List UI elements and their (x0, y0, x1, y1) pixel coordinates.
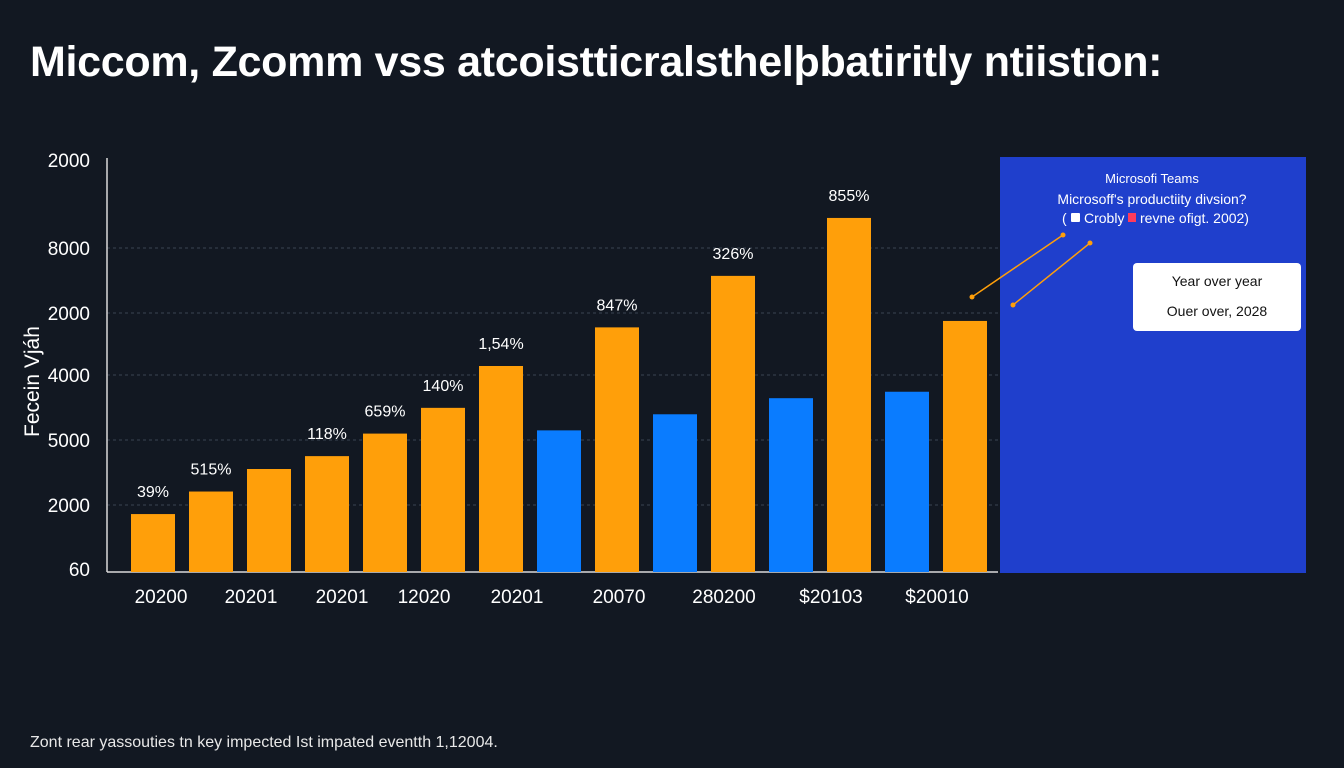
bar (827, 217, 871, 572)
connector-dot (969, 294, 975, 300)
x-tick-label: 20201 (316, 587, 369, 608)
bar (653, 414, 697, 572)
x-tick-label: 20201 (491, 587, 544, 608)
y-tick-label: 2000 (48, 304, 90, 325)
y-tick-label: 4000 (48, 366, 90, 387)
data-label: 515% (191, 462, 232, 479)
bar (305, 456, 349, 572)
callout-line-2: Ouer over, 2028 (1166, 303, 1268, 319)
bars (131, 217, 987, 572)
y-tick-label: 2000 (48, 496, 90, 517)
legend-panel: Microsofi Teams Microsoff's productiity d… (969, 157, 1306, 573)
legend-panel-subtitle: Microsoff's productiity divsion? (1057, 191, 1246, 207)
x-tick-label: 12020 (398, 587, 451, 608)
data-label: 118% (307, 426, 347, 443)
bar (189, 491, 233, 572)
callout-line-1: Year over year (1171, 273, 1263, 289)
bar (131, 514, 175, 572)
y-tick-label: 8000 (48, 239, 90, 260)
data-label: 1,54% (478, 336, 523, 353)
x-tick-label: 20201 (225, 587, 278, 608)
bar (537, 430, 581, 572)
y-axis-ticks: 2000 8000 2000 4000 5000 2000 60 (48, 151, 90, 581)
data-label: 659% (365, 404, 406, 421)
footnote: Zont rear yassouties tn key impected Ist… (30, 734, 498, 751)
bar (595, 327, 639, 572)
year-over-year-callout: Year over year Ouer over, 2028 (1133, 263, 1301, 331)
connector-dot (1087, 240, 1093, 246)
y-tick-label: 5000 (48, 431, 90, 452)
x-tick-label: 20200 (135, 587, 188, 608)
data-labels: 39% 515% 118% 659% 140% 1,54% 847% 326% 855% (137, 188, 869, 501)
bar (711, 275, 755, 572)
x-tick-label: 280200 (692, 587, 755, 608)
data-label: 140% (423, 378, 464, 395)
x-tick-label: $20103 (799, 587, 862, 608)
bar (769, 398, 813, 572)
bar (247, 469, 291, 572)
connector-dot (1060, 232, 1066, 238)
connector-dot (1010, 302, 1016, 308)
x-tick-label: $20010 (905, 587, 968, 608)
legend-item-2: revne ofigt. 2002) (1140, 210, 1249, 226)
connector-line (971, 234, 1064, 298)
y-tick-label: 2000 (48, 151, 90, 172)
bar (943, 320, 987, 572)
legend-panel-background (1000, 157, 1306, 573)
data-label: 847% (597, 297, 638, 314)
data-label: 326% (713, 246, 754, 263)
bar (363, 433, 407, 572)
x-axis-ticks: 20200 20201 20201 12020 20201 20070 280200 $201… (135, 587, 969, 608)
y-tick-label: 60 (69, 560, 90, 581)
data-label: 855% (829, 188, 870, 205)
legend-panel-title: Microsofi Teams (1105, 171, 1199, 186)
chart-title: Miccom, Zcomm vss atcoistticralsthelþbat… (30, 38, 1163, 86)
legend-item-1: Crobly (1084, 210, 1124, 226)
legend-swatch-red (1128, 213, 1136, 222)
bar (885, 391, 929, 572)
legend-swatch-white (1071, 213, 1080, 222)
x-tick-label: 20070 (593, 587, 646, 608)
data-label: 39% (137, 484, 169, 501)
bar (479, 366, 523, 572)
legend-paren: ( (1062, 210, 1067, 226)
bar (421, 407, 465, 572)
connector-line (1012, 242, 1091, 306)
